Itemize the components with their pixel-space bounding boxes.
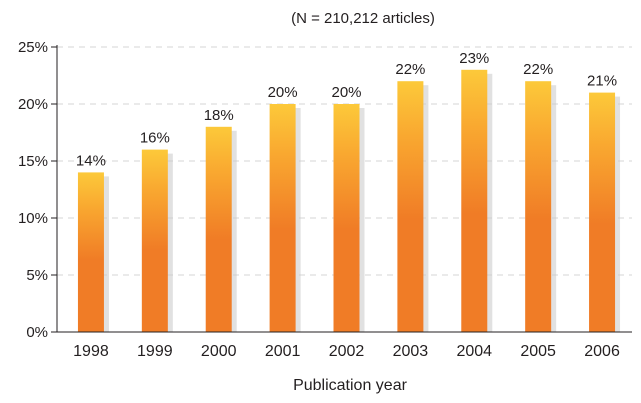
x-tick-label-2005: 2005 <box>520 343 556 360</box>
data-label-1998: 14% <box>76 152 106 169</box>
data-label-2006: 21% <box>587 73 617 90</box>
chart-subtitle: (N = 210,212 articles) <box>291 10 435 27</box>
y-tick-label: 10% <box>18 210 48 227</box>
x-axis-title: Publication year <box>293 377 408 394</box>
bar-2002 <box>333 104 360 332</box>
y-tick-label: 5% <box>26 267 48 284</box>
bar-2006 <box>589 92 616 332</box>
y-tick-label: 20% <box>18 96 48 113</box>
data-label-2005: 22% <box>523 61 553 78</box>
y-tick-label: 25% <box>18 39 48 56</box>
data-label-2003: 22% <box>395 61 425 78</box>
data-label-2002: 20% <box>331 84 361 101</box>
data-label-2001: 20% <box>268 84 298 101</box>
x-tick-label-2002: 2002 <box>329 343 365 360</box>
x-tick-label-2004: 2004 <box>456 343 492 360</box>
bar-2004 <box>461 69 488 333</box>
data-label-2000: 18% <box>204 107 234 124</box>
y-tick-label: 15% <box>18 153 48 170</box>
data-label-2004: 23% <box>459 50 489 67</box>
x-tick-label-2001: 2001 <box>265 343 301 360</box>
bar-1999 <box>141 149 168 332</box>
x-tick-label-2006: 2006 <box>584 343 620 360</box>
x-tick-label-1998: 1998 <box>73 343 109 360</box>
y-tick-label: 0% <box>26 324 48 341</box>
bar-2001 <box>269 104 296 332</box>
bar-2005 <box>525 81 552 332</box>
x-tick-label-2000: 2000 <box>201 343 237 360</box>
bar-1998 <box>77 172 104 332</box>
x-tick-label-2003: 2003 <box>393 343 429 360</box>
bar-2000 <box>205 126 232 332</box>
bar-2003 <box>397 81 424 332</box>
data-label-1999: 16% <box>140 130 170 147</box>
x-tick-label-1999: 1999 <box>137 343 173 360</box>
